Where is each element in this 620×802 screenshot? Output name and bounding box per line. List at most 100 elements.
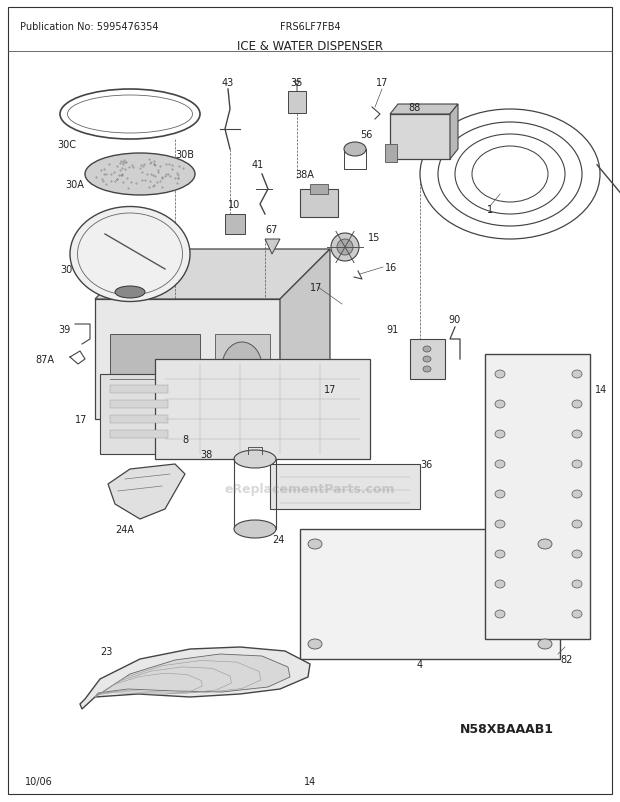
Bar xyxy=(390,115,450,160)
Text: 4: 4 xyxy=(417,659,423,669)
Ellipse shape xyxy=(495,550,505,558)
Text: 17: 17 xyxy=(376,78,388,88)
Text: eReplacementParts.com: eReplacementParts.com xyxy=(224,483,396,496)
Text: 17: 17 xyxy=(310,282,322,293)
Polygon shape xyxy=(80,647,310,709)
Polygon shape xyxy=(410,339,445,379)
Bar xyxy=(110,386,168,394)
Text: Publication No: 5995476354: Publication No: 5995476354 xyxy=(20,22,159,32)
Text: 91: 91 xyxy=(387,325,399,334)
Text: 1: 1 xyxy=(487,205,493,215)
Text: 8: 8 xyxy=(182,435,188,444)
Bar xyxy=(110,415,168,423)
Polygon shape xyxy=(95,654,290,697)
Text: 82: 82 xyxy=(560,654,572,664)
Bar xyxy=(300,190,338,217)
Ellipse shape xyxy=(495,431,505,439)
Text: 16: 16 xyxy=(385,263,397,273)
Text: 23: 23 xyxy=(100,646,112,656)
Ellipse shape xyxy=(234,451,276,468)
Text: 30C: 30C xyxy=(57,140,76,150)
Polygon shape xyxy=(215,334,270,399)
Ellipse shape xyxy=(572,371,582,379)
Ellipse shape xyxy=(495,520,505,529)
Ellipse shape xyxy=(85,154,195,196)
Polygon shape xyxy=(155,359,370,460)
Ellipse shape xyxy=(423,357,431,363)
Text: 30B: 30B xyxy=(175,150,194,160)
Text: 17: 17 xyxy=(74,415,87,424)
Bar xyxy=(310,184,328,195)
Polygon shape xyxy=(95,300,280,419)
Ellipse shape xyxy=(337,240,353,256)
Polygon shape xyxy=(108,464,185,520)
Ellipse shape xyxy=(495,581,505,588)
Bar xyxy=(110,400,168,408)
Text: 38A: 38A xyxy=(296,170,314,180)
Ellipse shape xyxy=(308,539,322,549)
Text: FRS6LF7FB4: FRS6LF7FB4 xyxy=(280,22,340,32)
Text: 24A: 24A xyxy=(115,525,134,534)
Bar xyxy=(288,92,306,114)
Ellipse shape xyxy=(572,520,582,529)
Ellipse shape xyxy=(572,550,582,558)
Text: 39: 39 xyxy=(58,325,70,334)
Bar xyxy=(385,145,397,163)
Ellipse shape xyxy=(572,460,582,468)
Text: 30A: 30A xyxy=(65,180,84,190)
Text: 17: 17 xyxy=(324,384,336,395)
Text: 10/06: 10/06 xyxy=(25,776,53,786)
Ellipse shape xyxy=(423,346,431,353)
Ellipse shape xyxy=(495,460,505,468)
Ellipse shape xyxy=(572,490,582,498)
Polygon shape xyxy=(280,249,330,419)
Text: 88: 88 xyxy=(409,103,421,113)
Text: 36: 36 xyxy=(420,460,432,469)
Ellipse shape xyxy=(70,207,190,302)
Text: 90: 90 xyxy=(449,314,461,325)
Ellipse shape xyxy=(572,581,582,588)
Bar xyxy=(110,431,168,439)
Text: 14: 14 xyxy=(595,384,607,395)
Ellipse shape xyxy=(538,639,552,649)
Ellipse shape xyxy=(495,400,505,408)
Polygon shape xyxy=(95,249,330,300)
Text: 10: 10 xyxy=(228,200,240,210)
Ellipse shape xyxy=(222,342,262,392)
Polygon shape xyxy=(265,240,280,255)
Text: 87A: 87A xyxy=(35,354,54,365)
Ellipse shape xyxy=(344,143,366,157)
Text: 56: 56 xyxy=(360,130,373,140)
Polygon shape xyxy=(270,464,420,509)
Text: ICE & WATER DISPENSER: ICE & WATER DISPENSER xyxy=(237,40,383,53)
Ellipse shape xyxy=(115,286,145,298)
Text: 38: 38 xyxy=(200,449,212,460)
Ellipse shape xyxy=(234,520,276,538)
Text: N58XBAAAB1: N58XBAAAB1 xyxy=(460,723,554,735)
Text: 14: 14 xyxy=(304,776,316,786)
Bar xyxy=(225,215,245,235)
Polygon shape xyxy=(450,105,458,160)
Ellipse shape xyxy=(538,539,552,549)
Polygon shape xyxy=(485,354,590,639)
Ellipse shape xyxy=(572,610,582,618)
Text: 67: 67 xyxy=(265,225,277,235)
Polygon shape xyxy=(100,375,180,455)
Ellipse shape xyxy=(495,490,505,498)
Polygon shape xyxy=(390,105,458,115)
Ellipse shape xyxy=(423,367,431,373)
Ellipse shape xyxy=(331,233,359,261)
Ellipse shape xyxy=(572,400,582,408)
Ellipse shape xyxy=(495,610,505,618)
Text: 35: 35 xyxy=(290,78,303,88)
Ellipse shape xyxy=(495,371,505,379)
Text: 24: 24 xyxy=(272,534,285,545)
Ellipse shape xyxy=(308,639,322,649)
Text: 30: 30 xyxy=(60,265,73,274)
Polygon shape xyxy=(300,529,560,659)
Text: 15: 15 xyxy=(368,233,381,243)
Polygon shape xyxy=(110,334,200,410)
Text: 43: 43 xyxy=(222,78,234,88)
Text: 41: 41 xyxy=(252,160,264,170)
Ellipse shape xyxy=(572,431,582,439)
